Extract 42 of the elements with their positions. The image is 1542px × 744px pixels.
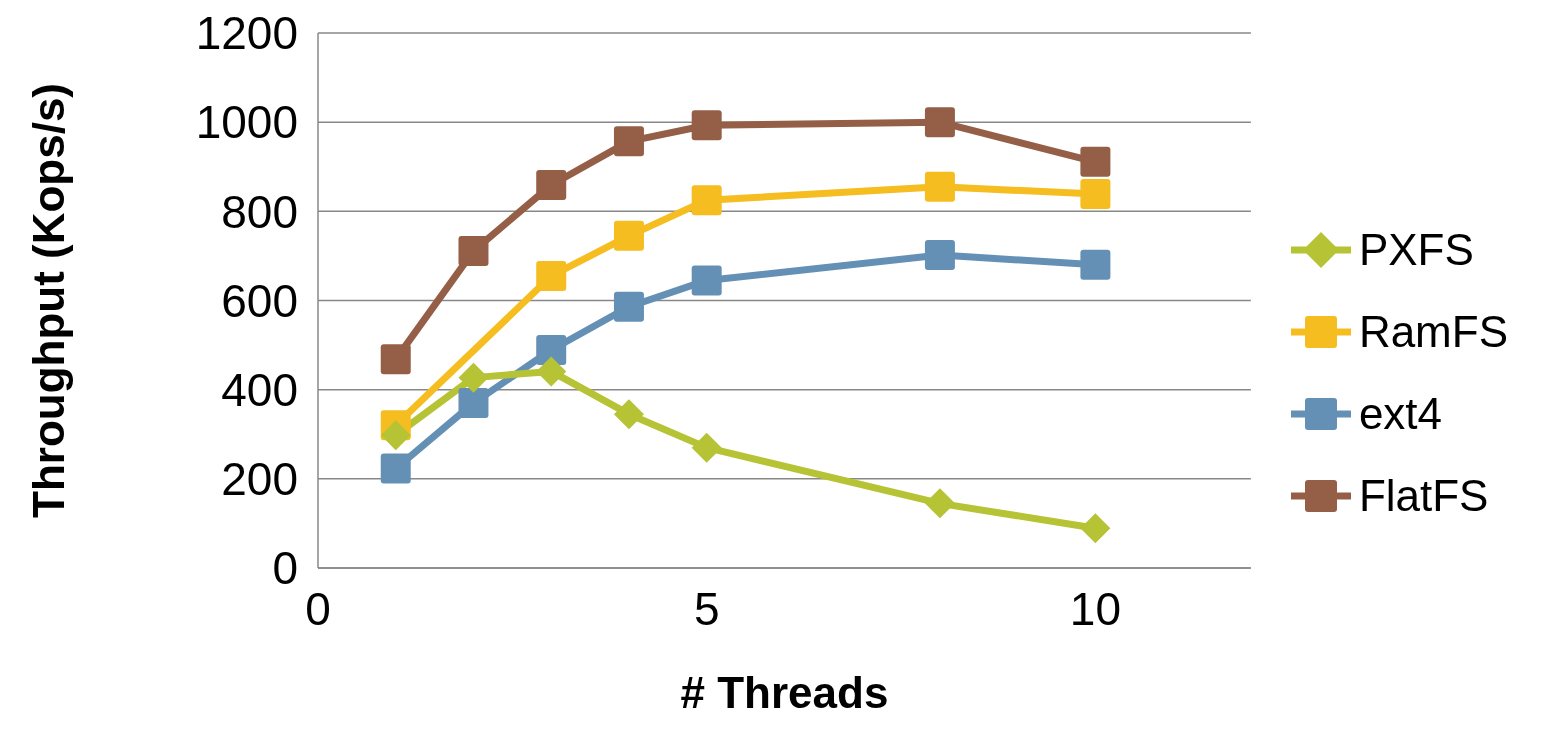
x-tick-label: 5 xyxy=(693,582,720,635)
y-tick-label: 200 xyxy=(221,453,298,506)
legend-label: ext4 xyxy=(1358,388,1443,440)
y-tick-label: 1000 xyxy=(195,96,298,149)
point xyxy=(458,362,489,393)
point xyxy=(691,110,722,141)
point xyxy=(613,291,644,322)
point xyxy=(691,432,722,463)
point xyxy=(613,220,644,251)
y-tick-label: 400 xyxy=(221,364,298,416)
point xyxy=(1080,178,1111,209)
y-axis-title: Throughput (Kops/s) xyxy=(23,82,73,519)
point xyxy=(924,107,955,138)
y-tick-label: 0 xyxy=(272,542,298,595)
x-axis-title: # Threads xyxy=(680,668,889,717)
point xyxy=(924,488,955,519)
point xyxy=(1080,513,1111,544)
point xyxy=(613,126,644,157)
point xyxy=(536,170,567,201)
point xyxy=(924,171,955,202)
point xyxy=(1080,249,1111,280)
legend-label: FlatFS xyxy=(1358,470,1489,522)
point xyxy=(458,388,489,419)
point xyxy=(536,356,567,387)
legend-label: RamFS xyxy=(1358,306,1508,358)
point xyxy=(536,334,567,365)
y-tick-label: 1200 xyxy=(195,7,298,60)
legend-label: PXFS xyxy=(1358,224,1474,276)
y-tick-label: 600 xyxy=(221,274,298,327)
y-tick-label: 800 xyxy=(221,185,298,238)
point xyxy=(458,236,489,267)
x-tick-label: 10 xyxy=(1069,582,1121,635)
point xyxy=(380,344,411,375)
point xyxy=(613,399,644,430)
point xyxy=(380,453,411,484)
point xyxy=(691,185,722,216)
point xyxy=(691,265,722,296)
x-tick-label: 0 xyxy=(305,582,331,635)
point xyxy=(1080,146,1111,177)
point xyxy=(536,260,567,291)
point xyxy=(924,240,955,271)
point xyxy=(380,420,411,451)
